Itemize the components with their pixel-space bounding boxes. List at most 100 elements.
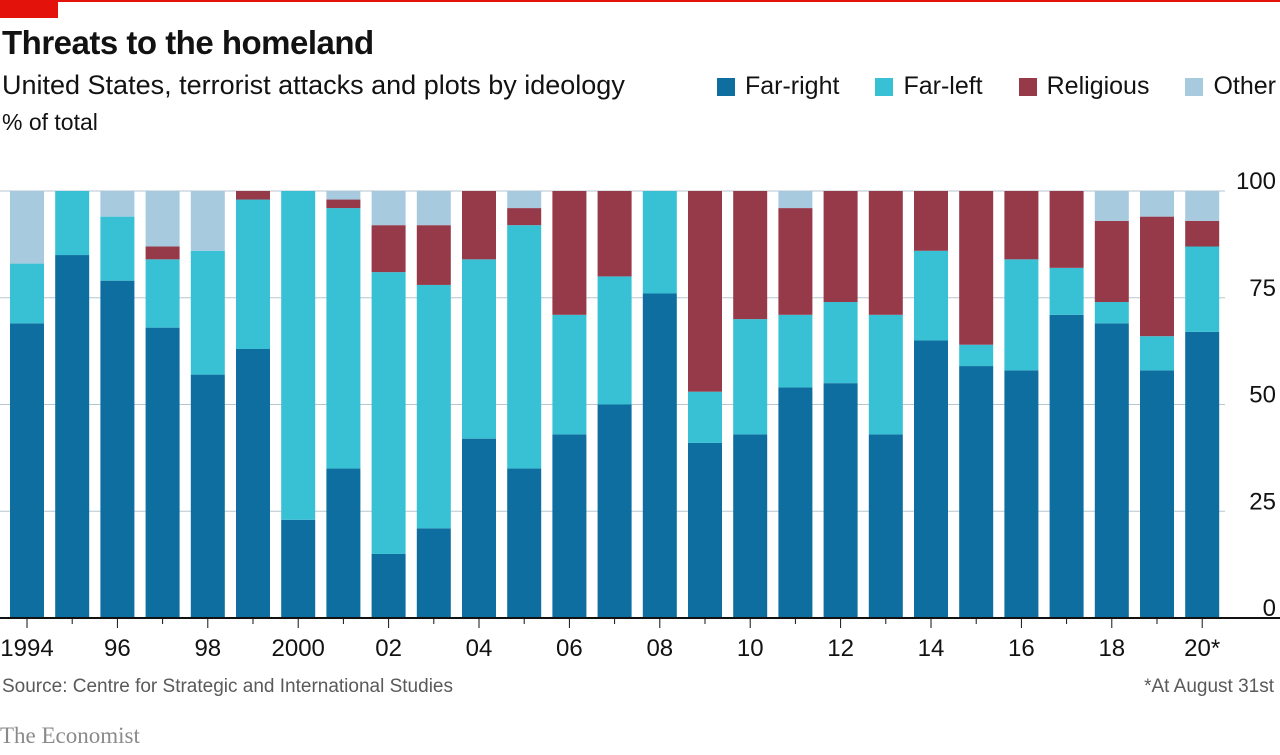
bar-segment <box>778 387 813 618</box>
x-tick-label: 04 <box>466 635 493 662</box>
bar-segment <box>462 259 496 439</box>
bar-segment <box>145 259 180 328</box>
bar-segment <box>1049 191 1084 268</box>
bar-segment <box>778 208 813 315</box>
bar-segment <box>190 191 225 251</box>
bar-segment <box>462 438 496 618</box>
bar-segment <box>326 468 361 618</box>
bar-segment <box>10 263 44 324</box>
legend-label: Far-left <box>903 72 983 100</box>
brand-wordmark: The Economist <box>0 723 140 748</box>
bar-segment <box>100 191 135 217</box>
legend-swatch <box>716 77 735 96</box>
x-tick-label: 06 <box>556 635 583 662</box>
bar-segment <box>959 366 994 618</box>
x-tick-label: 10 <box>737 635 764 662</box>
source-note: Source: Centre for Strategic and Interna… <box>2 676 453 697</box>
bar-segment <box>1140 216 1174 337</box>
chart-title: Threats to the homeland <box>2 24 374 61</box>
bar-segment <box>823 302 858 384</box>
x-tick-label: 2000 <box>272 635 325 662</box>
legend-label: Religious <box>1046 72 1150 100</box>
bar-segment <box>55 191 90 256</box>
legend-label: Far-right <box>744 72 840 100</box>
bar-segment <box>507 468 542 618</box>
y-tick-label: 100 <box>1236 168 1276 195</box>
bar-segment <box>1049 267 1084 315</box>
bar-segment <box>597 404 632 618</box>
bar-segment <box>507 208 542 226</box>
bar-segment <box>100 280 135 618</box>
bar-segment <box>642 293 677 618</box>
bar-segment <box>914 191 948 251</box>
y-tick-label: 0 <box>1263 595 1276 622</box>
x-tick-label: 12 <box>827 635 854 662</box>
bar-segment <box>688 442 722 618</box>
x-tick-label: 96 <box>104 635 131 662</box>
units-label: % of total <box>2 109 98 135</box>
x-tick-label: 16 <box>1008 635 1035 662</box>
bar-segment <box>507 225 542 469</box>
bar-segment <box>371 225 406 273</box>
bar-segment <box>914 250 948 341</box>
footnote: *At August 31st <box>1144 676 1274 697</box>
bar-segment <box>236 348 270 618</box>
legend-item-religious: Religious <box>1018 72 1150 101</box>
bar-segment <box>190 250 225 375</box>
bar-segment <box>868 191 903 315</box>
bar-segment <box>733 434 768 618</box>
bar-segment <box>1004 259 1039 371</box>
x-tick-label: 14 <box>918 635 945 662</box>
chart-subtitle: United States, terrorist attacks and plo… <box>2 70 625 100</box>
bar-segment <box>1004 370 1039 618</box>
bar-segment <box>1185 191 1220 221</box>
bar-segment <box>100 216 135 281</box>
bar-segment <box>868 314 903 435</box>
bar-segment <box>281 519 316 618</box>
bar-segment <box>236 191 270 200</box>
bar-segment <box>462 191 496 260</box>
bar-segment <box>10 323 44 618</box>
legend-swatch <box>1018 77 1037 96</box>
bar-segment <box>597 191 632 277</box>
brand-red-tag <box>0 0 58 18</box>
legend-item-far-right: Far-right <box>716 72 840 101</box>
bar-segment <box>688 391 722 443</box>
bar-segment <box>507 191 542 209</box>
bar-segment <box>416 191 451 226</box>
bar-segment <box>281 191 316 520</box>
legend-item-far-left: Far-left <box>875 72 983 101</box>
legend-label: Other <box>1213 72 1276 100</box>
bar-segment <box>823 191 858 303</box>
bar-segment <box>552 314 587 435</box>
y-tick-label: 25 <box>1249 488 1276 515</box>
bar-segment <box>190 374 225 618</box>
bar-segment <box>326 199 361 209</box>
bar-segment <box>733 319 768 435</box>
top-rule <box>0 0 1280 2</box>
bar-segment <box>416 284 451 529</box>
legend-swatch <box>1185 77 1204 96</box>
bar-segment <box>236 199 270 349</box>
bar-segment <box>416 225 451 285</box>
bar-segment <box>552 434 587 618</box>
bar-segment <box>326 208 361 469</box>
bar-segment <box>416 528 451 618</box>
y-tick-label: 75 <box>1249 275 1276 302</box>
bar-segment <box>1185 220 1220 247</box>
stacked-bar-chart: 0 25 50 75 100 1994 96 98 2000 02 04 06 08 10 12 14 16 18… <box>0 168 1280 662</box>
bar-segment <box>371 191 406 226</box>
bar-segment <box>326 191 361 200</box>
bar-segment <box>914 340 948 618</box>
bar-segment <box>1094 302 1129 324</box>
x-tick-label: 98 <box>194 635 221 662</box>
bar-segment <box>1140 370 1174 618</box>
legend-item-other: Other <box>1185 72 1276 101</box>
bar-segment <box>1004 191 1039 260</box>
bar-segment <box>1140 191 1174 217</box>
bar-segment <box>733 191 768 320</box>
bar-segment <box>778 314 813 388</box>
bar-segment <box>1094 191 1129 221</box>
bar-segment <box>371 272 406 554</box>
bar-segment <box>10 191 44 264</box>
